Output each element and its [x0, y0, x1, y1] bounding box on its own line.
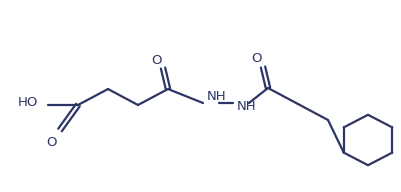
Text: HO: HO [18, 97, 38, 109]
Text: NH: NH [207, 90, 226, 103]
Text: O: O [151, 54, 162, 66]
Text: O: O [251, 52, 261, 65]
Text: O: O [47, 137, 57, 150]
Text: NH: NH [237, 100, 256, 113]
